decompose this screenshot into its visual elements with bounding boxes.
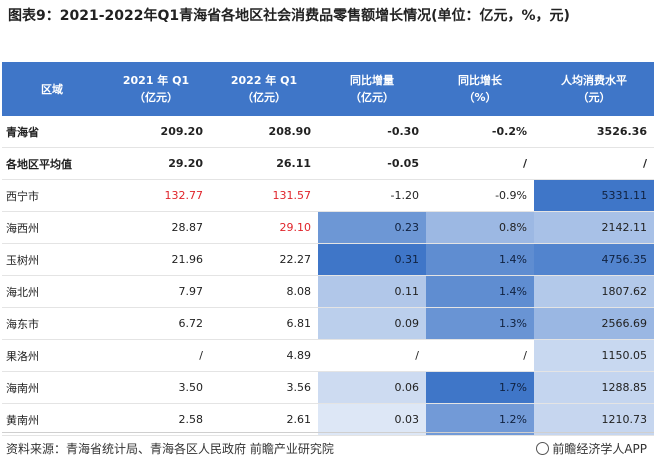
header-cell: 2022 年 Q1 （亿元）: [210, 62, 318, 116]
yoy-increment-cell: 0.03: [318, 403, 426, 436]
table-row: 海南州 3.50 3.56 0.06 1.7% 1288.85: [2, 371, 654, 404]
q1-2022-cell: 6.81: [210, 307, 318, 340]
q1-2022-cell: 131.57: [210, 179, 318, 212]
q1-2022-cell: 29.10: [210, 211, 318, 244]
q1-2021-cell: 21.96: [102, 243, 210, 276]
region-cell: 西宁市: [2, 179, 102, 212]
region-cell: 黄南州: [2, 403, 102, 436]
q1-2021-cell: /: [102, 339, 210, 372]
per-capita-cell: /: [534, 147, 654, 180]
q1-2022-cell: 2.61: [210, 403, 318, 436]
per-capita-cell: 5331.11: [534, 179, 654, 212]
page-title: 图表9：2021-2022年Q1青海省各地区社会消费品零售额增长情况(单位：亿元…: [8, 8, 570, 24]
yoy-growth-cell: 0.8%: [426, 211, 534, 244]
q1-2021-cell: 29.20: [102, 147, 210, 180]
header-cell: 同比增量 （亿元）: [318, 62, 426, 116]
q1-2021-cell: 28.87: [102, 211, 210, 244]
per-capita-cell: 1807.62: [534, 275, 654, 308]
q1-2021-cell: 2.58: [102, 403, 210, 436]
yoy-growth-cell: -0.2%: [426, 116, 534, 148]
brand-text: 前瞻经济学人APP: [552, 442, 647, 456]
header-cell: 2021 年 Q1 （亿元）: [102, 62, 210, 116]
region-cell: 海西州: [2, 211, 102, 244]
table-row: 海北州 7.97 8.08 0.11 1.4% 1807.62: [2, 275, 654, 308]
per-capita-cell: 4756.35: [534, 243, 654, 276]
brand-logo-icon: [536, 442, 550, 455]
per-capita-cell: 1150.05: [534, 339, 654, 372]
region-cell: 各地区平均值: [2, 147, 102, 180]
region-cell: 果洛州: [2, 339, 102, 372]
q1-2021-cell: 7.97: [102, 275, 210, 308]
q1-2022-cell: 4.89: [210, 339, 318, 372]
yoy-growth-cell: 1.2%: [426, 403, 534, 436]
yoy-increment-cell: -0.05: [318, 147, 426, 180]
yoy-increment-cell: 0.11: [318, 275, 426, 308]
q1-2021-cell: 132.77: [102, 179, 210, 212]
per-capita-cell: 1210.73: [534, 403, 654, 436]
yoy-increment-cell: /: [318, 339, 426, 372]
q1-2022-cell: 3.56: [210, 371, 318, 404]
yoy-growth-cell: -0.9%: [426, 179, 534, 212]
table-row: 玉树州 21.96 22.27 0.31 1.4% 4756.35: [2, 243, 654, 276]
table-row: 青海省 209.20 208.90 -0.30 -0.2% 3526.36: [2, 116, 654, 148]
yoy-increment-cell: 0.23: [318, 211, 426, 244]
region-cell: 海东市: [2, 307, 102, 340]
yoy-increment-cell: 0.31: [318, 243, 426, 276]
source-note: 资料来源：青海省统计局、青海各区人民政府 前瞻产业研究院: [6, 442, 334, 456]
yoy-growth-cell: /: [426, 339, 534, 372]
header-cell: 区域: [2, 62, 102, 116]
per-capita-cell: 1288.85: [534, 371, 654, 404]
footer-divider: [2, 432, 654, 433]
yoy-increment-cell: -0.30: [318, 116, 426, 148]
brand-label: 前瞻经济学人APP: [536, 440, 647, 457]
header-cell: 人均消费水平 （元）: [534, 62, 654, 116]
header-cell: 同比增长 （%）: [426, 62, 534, 116]
table-body: 青海省 209.20 208.90 -0.30 -0.2% 3526.36 各地区平均值 29…: [2, 116, 654, 436]
per-capita-cell: 3526.36: [534, 116, 654, 148]
q1-2022-cell: 22.27: [210, 243, 318, 276]
q1-2022-cell: 8.08: [210, 275, 318, 308]
header-row: 区域 2021 年 Q1 （亿元） 2022 年 Q1 （亿元） 同比增量 （亿元） …: [2, 62, 654, 116]
table-row: 海西州 28.87 29.10 0.23 0.8% 2142.11: [2, 211, 654, 244]
q1-2021-cell: 6.72: [102, 307, 210, 340]
data-table: 区域 2021 年 Q1 （亿元） 2022 年 Q1 （亿元） 同比增量 （亿元） …: [2, 62, 654, 436]
q1-2021-cell: 209.20: [102, 116, 210, 148]
table-row: 果洛州/4.89//1150.05: [2, 339, 654, 372]
table-row: 各地区平均值 29.20 26.11 -0.05//: [2, 147, 654, 180]
per-capita-cell: 2566.69: [534, 307, 654, 340]
yoy-increment-cell: -1.20: [318, 179, 426, 212]
yoy-increment-cell: 0.09: [318, 307, 426, 340]
yoy-growth-cell: 1.3%: [426, 307, 534, 340]
yoy-increment-cell: 0.06: [318, 371, 426, 404]
table-row: 西宁市 132.77 131.57 -1.20 -0.9% 5331.11: [2, 179, 654, 212]
region-cell: 青海省: [2, 116, 102, 148]
region-cell: 海南州: [2, 371, 102, 404]
region-cell: 海北州: [2, 275, 102, 308]
q1-2022-cell: 26.11: [210, 147, 318, 180]
table-row: 海东市 6.72 6.81 0.09 1.3% 2566.69: [2, 307, 654, 340]
table-row: 黄南州 2.58 2.61 0.03 1.2% 1210.73: [2, 403, 654, 436]
yoy-growth-cell: 1.4%: [426, 275, 534, 308]
q1-2021-cell: 3.50: [102, 371, 210, 404]
region-cell: 玉树州: [2, 243, 102, 276]
yoy-growth-cell: 1.4%: [426, 243, 534, 276]
yoy-growth-cell: /: [426, 147, 534, 180]
q1-2022-cell: 208.90: [210, 116, 318, 148]
per-capita-cell: 2142.11: [534, 211, 654, 244]
yoy-growth-cell: 1.7%: [426, 371, 534, 404]
